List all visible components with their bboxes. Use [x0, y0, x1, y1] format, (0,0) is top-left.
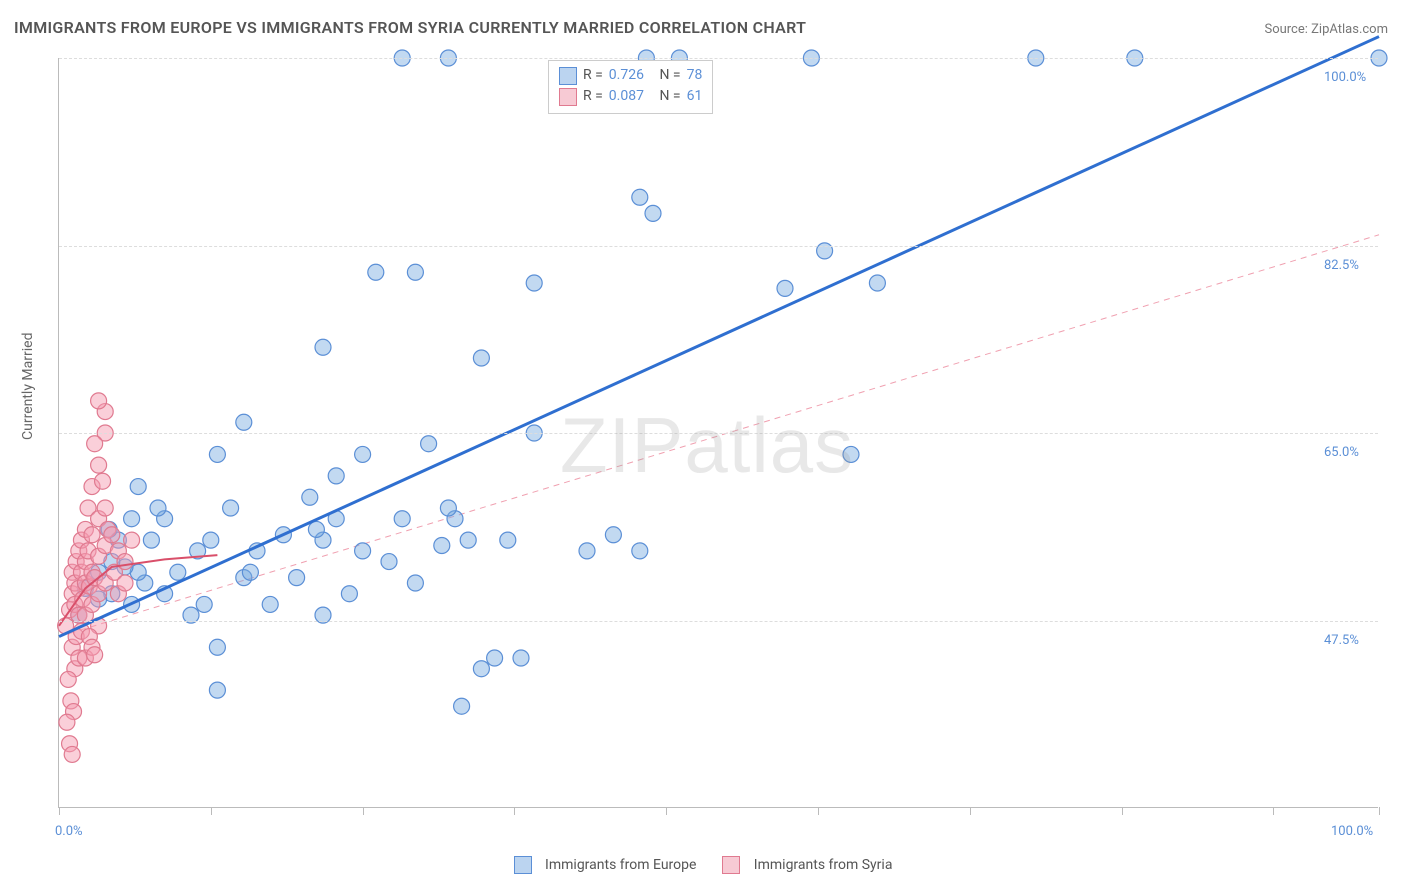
- legend-row-europe: R = 0.726 N = 78: [559, 65, 702, 86]
- swatch-pink-icon: [559, 88, 577, 106]
- x-tick: [211, 807, 212, 815]
- y-tick-label: 100.0%: [1324, 70, 1370, 85]
- r-label: R =: [583, 86, 603, 107]
- x-tick: [59, 807, 60, 815]
- x-tick: [970, 807, 971, 815]
- x-tick: [363, 807, 364, 815]
- gridline-h: [59, 246, 1378, 247]
- x-tick: [514, 807, 515, 815]
- x-tick: [666, 807, 667, 815]
- n-value: 61: [687, 86, 703, 107]
- gridline-h: [59, 433, 1378, 434]
- x-max-label: 100.0%: [1331, 824, 1373, 839]
- legend-label-syria: Immigrants from Syria: [754, 857, 893, 873]
- n-label: N =: [659, 86, 680, 107]
- legend-label-europe: Immigrants from Europe: [545, 857, 696, 873]
- r-value: 0.087: [609, 86, 644, 107]
- chart-plot-area: 47.5%65.0%82.5%100.0%0.0%100.0%: [58, 58, 1378, 808]
- correlation-legend: R = 0.726 N = 78 R = 0.087 N = 61: [548, 60, 713, 114]
- legend-row-syria: R = 0.087 N = 61: [559, 86, 702, 107]
- x-tick: [1379, 807, 1380, 815]
- swatch-blue-icon: [514, 856, 532, 874]
- swatch-pink-icon: [722, 856, 740, 874]
- swatch-blue-icon: [559, 67, 577, 85]
- gridline-h: [59, 621, 1378, 622]
- r-value: 0.726: [609, 65, 644, 86]
- r-label: R =: [583, 65, 603, 86]
- series-legend: Immigrants from Europe Immigrants from S…: [0, 856, 1406, 874]
- source-attribution: Source: ZipAtlas.com: [1264, 22, 1388, 37]
- y-axis-label: Currently Married: [20, 333, 36, 440]
- x-tick: [1122, 807, 1123, 815]
- x-tick: [818, 807, 819, 815]
- n-value: 78: [687, 65, 703, 86]
- x-min-label: 0.0%: [55, 824, 83, 839]
- gridline-h: [59, 58, 1378, 59]
- chart-title: IMMIGRANTS FROM EUROPE VS IMMIGRANTS FRO…: [14, 18, 806, 37]
- y-tick-label: 65.0%: [1324, 445, 1370, 460]
- y-tick-label: 82.5%: [1324, 258, 1370, 273]
- y-tick-label: 47.5%: [1324, 633, 1370, 648]
- x-tick: [1273, 807, 1274, 815]
- n-label: N =: [659, 65, 680, 86]
